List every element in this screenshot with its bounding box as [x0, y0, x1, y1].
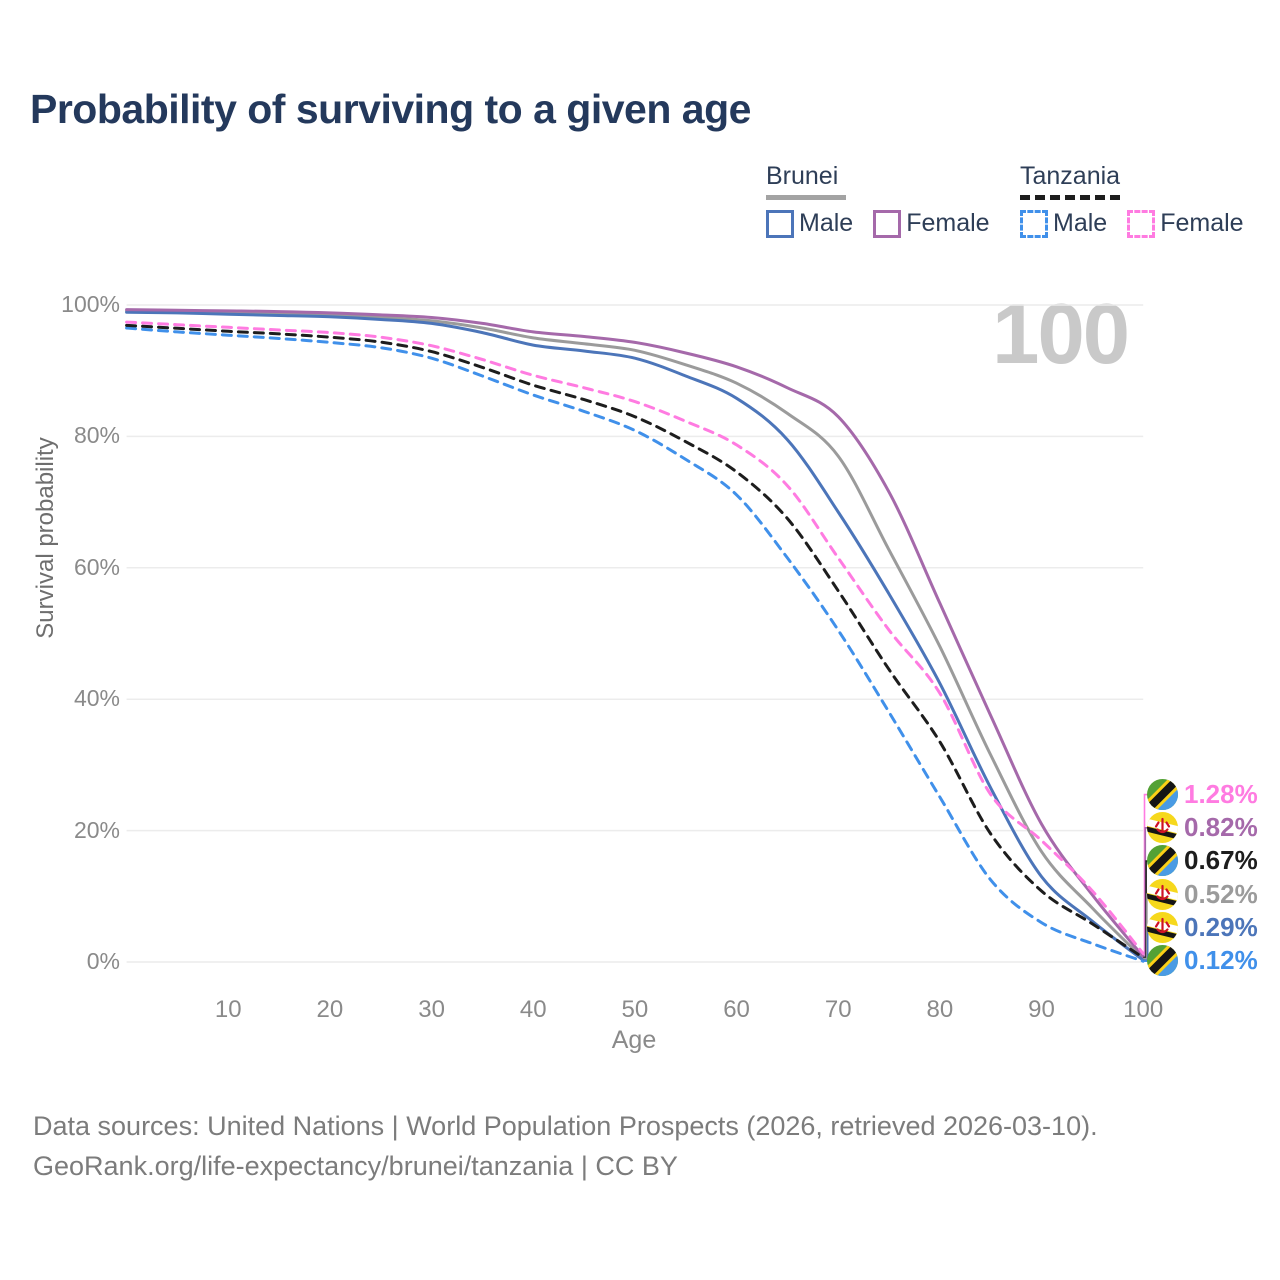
end-label-row: 1.28% — [1147, 778, 1258, 811]
y-tick-label: 100% — [61, 291, 120, 317]
legend-items-brunei: Male Female — [766, 209, 1010, 238]
legend-swatch-brunei-male — [766, 209, 794, 238]
x-tick-label: 70 — [824, 996, 852, 1023]
y-tick-label: 40% — [73, 685, 120, 712]
end-label-value: 0.67% — [1184, 845, 1258, 876]
end-label-value: 0.52% — [1184, 878, 1258, 909]
series-line-brunei — [125, 309, 1145, 961]
x-tick-label: 60 — [723, 996, 750, 1023]
x-tick-label: 50 — [621, 996, 649, 1023]
footer-sources-line: Data sources: United Nations | World Pop… — [33, 1111, 1098, 1141]
legend-item-label: Male — [799, 209, 854, 237]
x-tick-label: 90 — [1028, 996, 1055, 1023]
footer-link-line: GeoRank.org/life-expectancy/brunei/tanza… — [33, 1151, 678, 1181]
legend-swatch-tanzania-male — [1020, 209, 1048, 238]
y-tick-label: 0% — [86, 948, 120, 974]
tanzania-flag-icon — [1147, 945, 1178, 977]
legend-underline-brunei — [766, 195, 846, 200]
legend-group-tanzania: Tanzania Male Female — [1020, 162, 1264, 238]
legend-item-label: Female — [1160, 209, 1244, 237]
x-tick-label: 80 — [926, 996, 954, 1023]
legend-item-tanzania-male[interactable]: Male — [1020, 209, 1107, 238]
legend-item-label: Male — [1053, 209, 1108, 237]
brunei-flag-icon — [1147, 878, 1178, 910]
tanzania-flag-icon — [1147, 779, 1178, 811]
series-line-tanzania — [125, 323, 1145, 960]
legend-item-tanzania-female[interactable]: Female — [1127, 209, 1244, 238]
x-tick-label: 30 — [418, 996, 445, 1023]
y-tick-label: 80% — [73, 422, 120, 449]
legend-group-title-tanzania: Tanzania — [1020, 162, 1121, 190]
y-tick-label: 20% — [73, 816, 120, 843]
end-label-row: 0.52% — [1147, 878, 1258, 911]
end-label-value: 1.28% — [1184, 779, 1258, 810]
legend-underline-tanzania — [1020, 195, 1120, 200]
end-label-row: 0.82% — [1147, 811, 1258, 844]
legend-items-tanzania: Male Female — [1020, 209, 1264, 238]
footer-note: Data sources: United Nations | World Pop… — [33, 1106, 1098, 1186]
x-tick-label: 100 — [1123, 996, 1164, 1023]
end-label-row: 0.29% — [1147, 911, 1258, 944]
end-label-row: 0.12% — [1147, 944, 1258, 977]
series-line-brunei-male — [125, 310, 1145, 962]
end-label-row: 0.67% — [1147, 844, 1258, 877]
legend-group-brunei: Brunei Male Female — [766, 162, 1010, 238]
x-axis-title: Age — [611, 1026, 657, 1054]
brunei-flag-icon — [1147, 911, 1178, 943]
legend-group-title-brunei: Brunei — [766, 162, 839, 190]
end-label-value: 0.82% — [1184, 812, 1258, 843]
legend-swatch-tanzania-female — [1127, 209, 1156, 238]
legend-item-brunei-female[interactable]: Female — [873, 209, 990, 238]
page-title: Probability of surviving to a given age — [30, 86, 751, 132]
x-tick-label: 20 — [316, 996, 344, 1023]
legend-item-label: Female — [906, 209, 990, 237]
end-label-value: 0.29% — [1184, 911, 1258, 942]
end-value-labels: 1.28% 0.82% 0.67% 0.52% 0.29% 0.12% — [1147, 778, 1258, 977]
y-tick-label: 60% — [73, 553, 120, 580]
brunei-flag-icon — [1147, 812, 1178, 844]
legend-swatch-brunei-female — [873, 209, 902, 238]
series-line-tanzania-male — [125, 326, 1145, 963]
y-axis-title: Survival probability — [32, 437, 59, 639]
series-line-brunei-female — [125, 308, 1145, 959]
end-label-value: 0.12% — [1184, 945, 1258, 976]
series-line-tanzania-female — [125, 320, 1145, 956]
age-watermark: 100 — [992, 287, 1130, 382]
x-tick-label: 10 — [214, 996, 242, 1023]
legend-item-brunei-male[interactable]: Male — [766, 209, 853, 238]
tanzania-flag-icon — [1147, 845, 1178, 877]
x-tick-label: 40 — [519, 996, 547, 1023]
